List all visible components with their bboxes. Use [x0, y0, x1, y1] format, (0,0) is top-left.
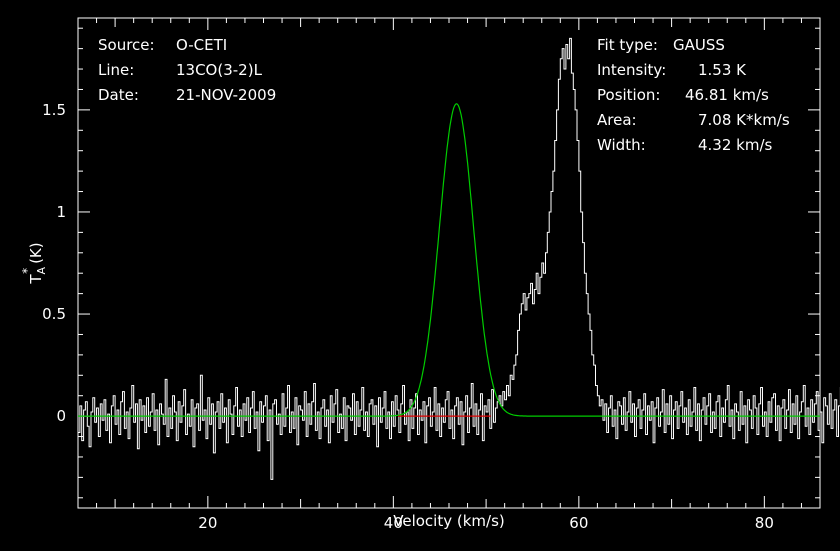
- position-value: 46.81 km/s: [685, 86, 769, 104]
- date-value: 21-NOV-2009: [176, 86, 276, 104]
- x-tick-label: 80: [755, 514, 774, 532]
- axis-ticks: 20 40 60 80 0 0.5 1 1.5: [42, 18, 821, 532]
- source-label: Source:: [98, 36, 155, 54]
- y-axis-subscript: A: [35, 266, 48, 274]
- x-axis-label: Velocity (km/s): [393, 512, 504, 530]
- width-value: 4.32 km/s: [698, 136, 773, 154]
- x-tick-label: 20: [198, 514, 217, 532]
- fit-type-label: Fit type:: [597, 36, 658, 54]
- y-axis-unit: (K): [27, 242, 45, 264]
- y-tick-label: 1: [56, 203, 66, 221]
- y-tick-label: 0: [56, 407, 66, 425]
- x-tick-label: 60: [569, 514, 588, 532]
- area-label: Area:: [597, 111, 637, 129]
- info-left: Source: O-CETI Line: 13CO(3-2)L Date: 21…: [98, 36, 276, 104]
- y-tick-label: 0.5: [42, 305, 66, 323]
- y-tick-label: 1.5: [42, 101, 66, 119]
- source-value: O-CETI: [176, 36, 227, 54]
- spectrum-line: [78, 37, 840, 480]
- position-label: Position:: [597, 86, 660, 104]
- y-axis-superscript: *: [20, 268, 34, 274]
- line-value: 13CO(3-2)L: [176, 61, 263, 79]
- intensity-label: Intensity:: [597, 61, 666, 79]
- date-label: Date:: [98, 86, 139, 104]
- fit-type-value: GAUSS: [673, 36, 725, 54]
- y-axis-label: TA* (K): [20, 242, 48, 284]
- plot-lines: [78, 37, 840, 480]
- gaussian-fit-curve: [78, 103, 820, 417]
- fit-info: Fit type: GAUSS Intensity: 1.53 K Positi…: [597, 36, 790, 154]
- x-tick-label: 40: [384, 514, 403, 532]
- y-axis-symbol: T: [27, 274, 45, 285]
- line-label: Line:: [98, 61, 134, 79]
- area-value: 7.08 K*km/s: [698, 111, 790, 129]
- width-label: Width:: [597, 136, 646, 154]
- intensity-value: 1.53 K: [698, 61, 747, 79]
- svg-text:TA*(K): TA* (K): [20, 242, 48, 284]
